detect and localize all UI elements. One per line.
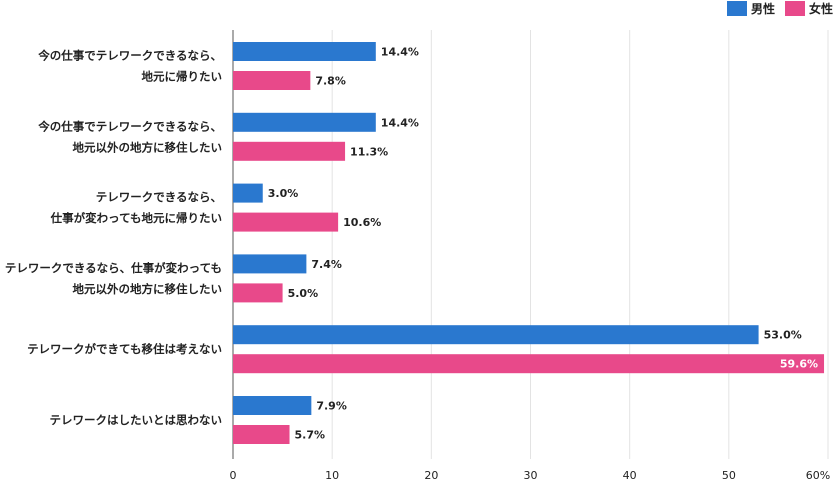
data-label: 14.4% xyxy=(381,46,419,59)
data-label: 7.8% xyxy=(315,75,346,88)
data-label: 53.0% xyxy=(764,329,802,342)
data-label: 5.7% xyxy=(295,429,326,442)
value-labels: 14.4% 7.8% 14.4% 11.3% 3.0% 10.6% 7.4% 5.0% 53.0… xyxy=(268,46,818,442)
bar-female xyxy=(233,425,290,444)
data-label: 5.0% xyxy=(288,287,319,300)
data-label: 10.6% xyxy=(343,216,381,229)
x-tick-label: 0 xyxy=(230,469,237,482)
x-tick-label: 20 xyxy=(424,469,438,482)
data-label: 14.4% xyxy=(381,116,419,129)
bar-female xyxy=(233,141,346,161)
x-tick-label: 10 xyxy=(325,469,339,482)
bar-male xyxy=(233,112,376,132)
data-label: 11.3% xyxy=(350,145,388,158)
data-label: 7.4% xyxy=(311,258,342,271)
bar-female xyxy=(233,212,339,232)
legend-label-female: 女性 xyxy=(809,1,833,16)
bar-female xyxy=(233,354,825,374)
bar-male xyxy=(233,396,312,415)
category-label: 今の仕事でテレワークできるなら、 xyxy=(37,49,222,63)
data-label: 7.9% xyxy=(316,400,347,413)
category-labels: 今の仕事でテレワークできるなら、地元に帰りたい今の仕事でテレワークできるなら、地… xyxy=(5,49,222,428)
bar-male xyxy=(233,42,376,61)
category-label: 仕事が変わっても地元に帰りたい xyxy=(50,211,222,225)
data-label: 59.6% xyxy=(780,358,818,371)
bar-female xyxy=(233,283,283,303)
data-label: 3.0% xyxy=(268,187,299,200)
category-label: 今の仕事でテレワークできるなら、 xyxy=(37,119,222,133)
category-label: 地元以外の地方に移住したい xyxy=(73,140,223,154)
bar-female xyxy=(233,71,311,90)
legend-label-male: 男性 xyxy=(751,1,775,16)
legend-swatch-female xyxy=(785,1,805,16)
legend-swatch-male xyxy=(727,1,747,16)
category-label: 地元に帰りたい xyxy=(142,70,223,84)
x-tick-label: 60% xyxy=(806,469,830,482)
bar-male xyxy=(233,254,307,274)
bar-male xyxy=(233,183,263,203)
category-label: テレワークができても移住は考えない xyxy=(27,342,222,356)
category-label: テレワークできるなら、 xyxy=(96,190,222,204)
category-label: 地元以外の地方に移住したい xyxy=(73,282,223,296)
legend: 男性 女性 xyxy=(727,1,833,16)
bars xyxy=(233,42,825,444)
category-label: テレワークできるなら、仕事が変わっても xyxy=(5,261,222,275)
x-tick-label: 40 xyxy=(623,469,637,482)
bar-male xyxy=(233,325,759,345)
category-label: テレワークはしたいとは思わない xyxy=(50,413,223,427)
x-axis-ticks: 0 10 20 30 40 50 60% xyxy=(230,469,831,482)
x-tick-label: 30 xyxy=(524,469,538,482)
gridlines xyxy=(232,30,829,459)
x-tick-label: 50 xyxy=(722,469,736,482)
